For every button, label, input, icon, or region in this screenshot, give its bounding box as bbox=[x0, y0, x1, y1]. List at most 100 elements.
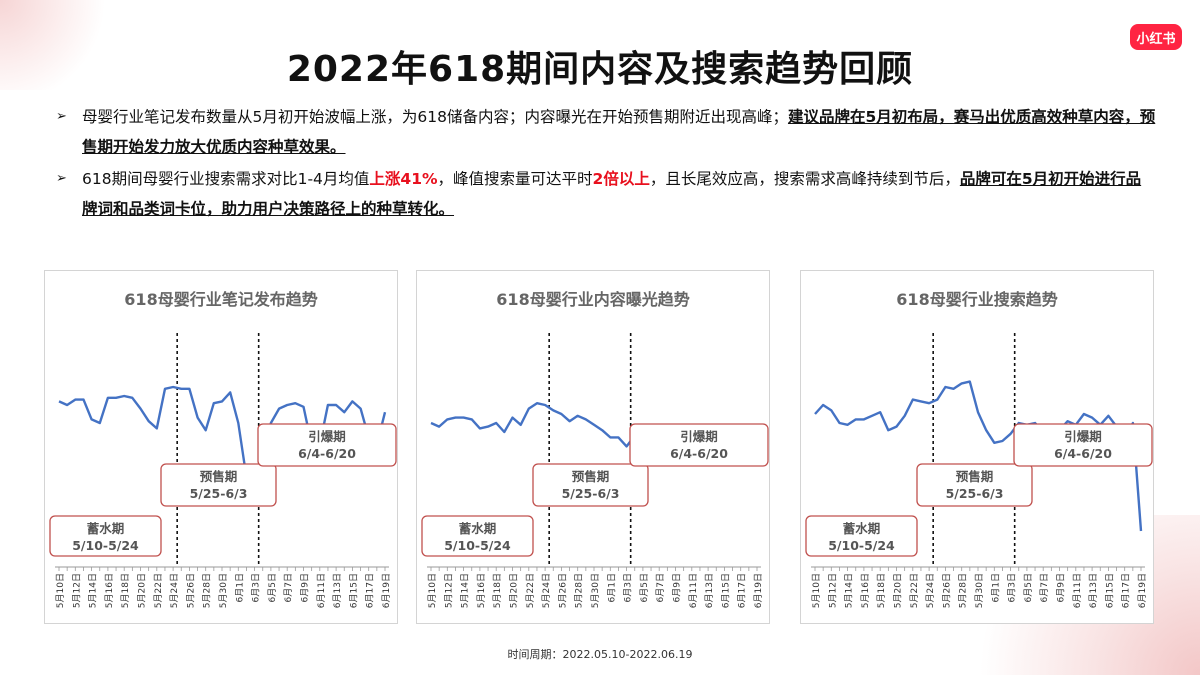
x-tick-label: 6月9日 bbox=[300, 573, 311, 602]
x-tick-label: 5月22日 bbox=[525, 573, 536, 608]
bullet-arrow-icon: ➢ bbox=[56, 109, 67, 124]
trend-line bbox=[814, 380, 1143, 532]
phase-box bbox=[916, 463, 1033, 507]
phase-range: 5/10-5/24 bbox=[72, 538, 139, 553]
phase-name: 引爆期 bbox=[1064, 429, 1102, 444]
phase-name: 蓄水期 bbox=[87, 521, 125, 536]
phase-range: 6/4-6/20 bbox=[298, 446, 356, 461]
phase-name: 蓄水期 bbox=[459, 521, 497, 536]
x-tick-label: 5月10日 bbox=[55, 573, 66, 608]
x-tick-label: 6月9日 bbox=[672, 573, 683, 602]
phase-box bbox=[629, 423, 769, 467]
x-tick-label: 5月26日 bbox=[557, 573, 568, 608]
x-tick-label: 6月19日 bbox=[753, 573, 764, 608]
phase-name: 预售期 bbox=[956, 469, 994, 484]
x-tick-label: 5月18日 bbox=[120, 573, 131, 608]
emphasis-text: 建议品牌在5月初布局，赛马出优质高效种草内容，预售期开始发力放大优质内容种草效果… bbox=[82, 108, 1156, 156]
bullet-text: ，峰值搜索量可达平时 bbox=[437, 170, 593, 188]
phase-name: 引爆期 bbox=[680, 429, 718, 444]
x-tick-label: 5月22日 bbox=[909, 573, 920, 608]
x-tick-label: 5月22日 bbox=[153, 573, 164, 608]
x-tick-label: 6月17日 bbox=[1121, 573, 1132, 608]
x-tick-label: 5月30日 bbox=[590, 573, 601, 608]
phase-range: 6/4-6/20 bbox=[1054, 446, 1112, 461]
x-tick-label: 6月5日 bbox=[267, 573, 278, 602]
x-tick-label: 5月18日 bbox=[876, 573, 887, 608]
highlight-text: 上涨41% bbox=[369, 170, 438, 188]
chart-title: 618母婴行业搜索趋势 bbox=[896, 290, 1057, 309]
x-tick-label: 5月12日 bbox=[71, 573, 82, 608]
x-tick-label: 6月11日 bbox=[1072, 573, 1083, 608]
bullet-text: ，且长尾效应高，搜索需求高峰持续到节后， bbox=[649, 170, 960, 188]
bullet-item: ➢ 母婴行业笔记发布数量从5月初开始波幅上涨，为618储备内容；内容曝光在开始预售… bbox=[56, 102, 1156, 162]
phase-name: 引爆期 bbox=[308, 429, 346, 444]
phase-box bbox=[160, 463, 277, 507]
chart-title: 618母婴行业笔记发布趋势 bbox=[124, 290, 317, 309]
x-tick-label: 5月12日 bbox=[827, 573, 838, 608]
x-tick-label: 5月20日 bbox=[137, 573, 148, 608]
phase-box bbox=[805, 515, 918, 557]
x-tick-label: 5月26日 bbox=[185, 573, 196, 608]
bullet-item: ➢ 618期间母婴行业搜索需求对比1-4月均值上涨41%，峰值搜索量可达平时2倍以… bbox=[56, 164, 1156, 224]
x-tick-label: 6月7日 bbox=[655, 573, 666, 602]
x-tick-label: 6月13日 bbox=[704, 573, 715, 608]
x-tick-label: 6月19日 bbox=[1137, 573, 1148, 608]
x-tick-label: 6月11日 bbox=[316, 573, 327, 608]
phase-name: 预售期 bbox=[200, 469, 238, 484]
x-tick-label: 5月14日 bbox=[460, 573, 471, 608]
x-tick-label: 5月30日 bbox=[974, 573, 985, 608]
x-tick-label: 6月19日 bbox=[381, 573, 392, 608]
highlight-text: 2倍以上 bbox=[592, 170, 650, 188]
x-tick-label: 5月14日 bbox=[844, 573, 855, 608]
x-tick-label: 5月26日 bbox=[941, 573, 952, 608]
chart-title: 618母婴行业内容曝光趋势 bbox=[496, 290, 689, 309]
phase-box bbox=[49, 515, 162, 557]
x-tick-label: 5月30日 bbox=[218, 573, 229, 608]
bullet-arrow-icon: ➢ bbox=[56, 171, 67, 186]
x-tick-label: 6月1日 bbox=[234, 573, 245, 602]
phase-name: 预售期 bbox=[572, 469, 610, 484]
x-tick-label: 5月10日 bbox=[427, 573, 438, 608]
x-tick-label: 5月20日 bbox=[893, 573, 904, 608]
x-tick-label: 6月3日 bbox=[1007, 573, 1018, 602]
x-tick-label: 6月5日 bbox=[1023, 573, 1034, 602]
x-tick-label: 6月7日 bbox=[1039, 573, 1050, 602]
corner-decoration bbox=[0, 0, 120, 90]
trend-line bbox=[58, 385, 387, 479]
summary-bullets: ➢ 母婴行业笔记发布数量从5月初开始波幅上涨，为618储备内容；内容曝光在开始预售… bbox=[56, 102, 1156, 226]
phase-box bbox=[1013, 423, 1153, 467]
phase-range: 6/4-6/20 bbox=[670, 446, 728, 461]
phase-range: 5/10-5/24 bbox=[828, 538, 895, 553]
x-tick-label: 5月16日 bbox=[476, 573, 487, 608]
x-tick-label: 6月7日 bbox=[283, 573, 294, 602]
x-tick-label: 5月10日 bbox=[811, 573, 822, 608]
x-tick-label: 5月24日 bbox=[925, 573, 936, 608]
x-tick-label: 6月11日 bbox=[688, 573, 699, 608]
x-tick-label: 5月28日 bbox=[574, 573, 585, 608]
x-tick-label: 6月1日 bbox=[606, 573, 617, 602]
chart-panel-notes: 618母婴行业笔记发布趋势 蓄水期 5/10-5/24 预售期 5/25-6/3 引爆期 6… bbox=[44, 270, 398, 624]
x-tick-label: 5月18日 bbox=[492, 573, 503, 608]
bullet-text: 母婴行业笔记发布数量从5月初开始波幅上涨，为618储备内容；内容曝光在开始预售期… bbox=[82, 108, 788, 126]
chart-panel-exposure: 618母婴行业内容曝光趋势蓄水期 5/10-5/24 预售期 5/25-6/3 引爆期 6… bbox=[416, 270, 770, 624]
x-tick-label: 5月24日 bbox=[169, 573, 180, 608]
x-tick-label: 6月15日 bbox=[720, 573, 731, 608]
x-tick-label: 5月16日 bbox=[104, 573, 115, 608]
x-tick-label: 6月3日 bbox=[251, 573, 262, 602]
x-tick-label: 6月5日 bbox=[639, 573, 650, 602]
x-tick-label: 5月28日 bbox=[202, 573, 213, 608]
x-tick-label: 6月17日 bbox=[737, 573, 748, 608]
phase-range: 5/10-5/24 bbox=[444, 538, 511, 553]
bullet-text: 618期间母婴行业搜索需求对比1-4月均值 bbox=[82, 170, 370, 188]
phase-box bbox=[421, 515, 534, 557]
emphasis-text: 品牌可在5月初开始进行品牌词和品类词卡位，助力用户决策路径上的种草转化。 bbox=[82, 170, 1142, 218]
x-tick-label: 6月13日 bbox=[332, 573, 343, 608]
time-period-note: 时间周期：2022.05.10-2022.06.19 bbox=[507, 648, 693, 661]
x-tick-label: 5月16日 bbox=[860, 573, 871, 608]
x-tick-label: 6月3日 bbox=[623, 573, 634, 602]
x-tick-label: 5月20日 bbox=[509, 573, 520, 608]
phase-range: 5/25-6/3 bbox=[562, 486, 620, 501]
